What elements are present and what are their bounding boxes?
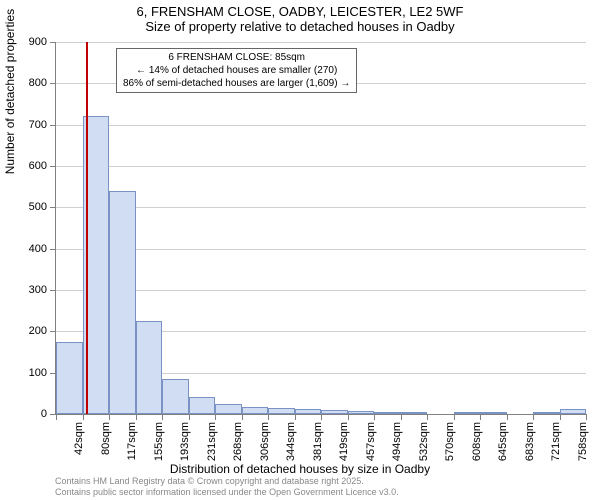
y-tick bbox=[50, 207, 56, 208]
histogram-bar bbox=[109, 191, 136, 414]
histogram-bar bbox=[401, 412, 428, 414]
histogram-bar bbox=[162, 379, 189, 414]
x-tick-label: 381sqm bbox=[312, 422, 324, 461]
x-tick-label: 532sqm bbox=[418, 422, 430, 461]
x-tick bbox=[454, 414, 455, 420]
x-tick-label: 193sqm bbox=[179, 422, 191, 461]
x-tick-label: 80sqm bbox=[100, 422, 112, 455]
y-tick bbox=[50, 125, 56, 126]
histogram-bar bbox=[268, 408, 295, 414]
x-axis-title: Distribution of detached houses by size … bbox=[0, 462, 600, 476]
footer-text: Contains HM Land Registry data © Crown c… bbox=[55, 476, 399, 498]
footer-line2: Contains public sector information licen… bbox=[55, 487, 399, 498]
gridline-h bbox=[56, 125, 586, 126]
histogram-bar bbox=[295, 409, 322, 414]
x-tick-label: 306sqm bbox=[259, 422, 271, 461]
histogram-bar bbox=[56, 342, 83, 414]
y-tick bbox=[50, 166, 56, 167]
x-tick bbox=[480, 414, 481, 420]
y-tick-label: 600 bbox=[29, 160, 47, 172]
title-line2: Size of property relative to detached ho… bbox=[0, 19, 600, 34]
y-tick bbox=[50, 83, 56, 84]
y-tick bbox=[50, 290, 56, 291]
x-tick bbox=[162, 414, 163, 420]
x-tick bbox=[586, 414, 587, 420]
x-tick-label: 683sqm bbox=[524, 422, 536, 461]
x-tick-label: 494sqm bbox=[391, 422, 403, 461]
gridline-h bbox=[56, 166, 586, 167]
y-tick-label: 800 bbox=[29, 77, 47, 89]
x-tick-label: 268sqm bbox=[232, 422, 244, 461]
gridline-h bbox=[56, 42, 586, 43]
y-axis-title: Number of detached properties bbox=[3, 9, 17, 174]
chart-plot-area: 010020030040050060070080090042sqm80sqm11… bbox=[55, 42, 586, 415]
x-tick bbox=[215, 414, 216, 420]
footer-line1: Contains HM Land Registry data © Crown c… bbox=[55, 476, 399, 487]
x-tick-label: 231sqm bbox=[206, 422, 218, 461]
x-tick-label: 419sqm bbox=[338, 422, 350, 461]
x-tick bbox=[507, 414, 508, 420]
histogram-bar bbox=[189, 397, 216, 414]
x-tick bbox=[189, 414, 190, 420]
x-tick bbox=[268, 414, 269, 420]
y-tick-label: 700 bbox=[29, 119, 47, 131]
reference-line bbox=[86, 42, 88, 414]
x-tick bbox=[109, 414, 110, 420]
y-tick-label: 300 bbox=[29, 284, 47, 296]
y-tick-label: 200 bbox=[29, 325, 47, 337]
y-tick bbox=[50, 331, 56, 332]
x-tick-label: 608sqm bbox=[471, 422, 483, 461]
y-tick-label: 900 bbox=[29, 36, 47, 48]
x-tick-label: 344sqm bbox=[285, 422, 297, 461]
x-tick-label: 645sqm bbox=[497, 422, 509, 461]
x-tick bbox=[56, 414, 57, 420]
x-tick-label: 457sqm bbox=[365, 422, 377, 461]
title-block: 6, FRENSHAM CLOSE, OADBY, LEICESTER, LE2… bbox=[0, 0, 600, 34]
x-tick bbox=[83, 414, 84, 420]
y-tick bbox=[50, 249, 56, 250]
y-tick-label: 500 bbox=[29, 201, 47, 213]
x-tick bbox=[242, 414, 243, 420]
histogram-bar bbox=[480, 412, 507, 414]
histogram-bar bbox=[348, 411, 375, 414]
gridline-h bbox=[56, 290, 586, 291]
histogram-bar bbox=[242, 407, 269, 414]
x-tick bbox=[533, 414, 534, 420]
histogram-bar bbox=[136, 321, 163, 414]
x-tick-label: 155sqm bbox=[153, 422, 165, 461]
chart-container: 6, FRENSHAM CLOSE, OADBY, LEICESTER, LE2… bbox=[0, 0, 600, 500]
x-tick-label: 758sqm bbox=[577, 422, 589, 461]
y-tick bbox=[50, 42, 56, 43]
title-line1: 6, FRENSHAM CLOSE, OADBY, LEICESTER, LE2… bbox=[0, 4, 600, 19]
histogram-bar bbox=[215, 404, 242, 414]
x-tick-label: 721sqm bbox=[550, 422, 562, 461]
x-tick bbox=[401, 414, 402, 420]
x-tick bbox=[560, 414, 561, 420]
x-tick bbox=[374, 414, 375, 420]
y-tick-label: 400 bbox=[29, 243, 47, 255]
x-tick bbox=[427, 414, 428, 420]
histogram-bar bbox=[454, 412, 481, 414]
x-tick bbox=[321, 414, 322, 420]
annotation-line3: 86% of semi-detached houses are larger (… bbox=[123, 77, 350, 90]
annotation-line1: 6 FRENSHAM CLOSE: 85sqm bbox=[123, 51, 350, 64]
histogram-bar bbox=[374, 412, 401, 414]
x-tick bbox=[295, 414, 296, 420]
histogram-bar bbox=[560, 409, 587, 414]
x-tick bbox=[348, 414, 349, 420]
x-tick bbox=[136, 414, 137, 420]
x-tick-label: 42sqm bbox=[73, 422, 85, 455]
x-tick-label: 117sqm bbox=[126, 422, 138, 460]
annotation-line2: ← 14% of detached houses are smaller (27… bbox=[123, 64, 350, 77]
histogram-bar bbox=[533, 412, 560, 414]
y-tick-label: 0 bbox=[41, 408, 47, 420]
annotation-box: 6 FRENSHAM CLOSE: 85sqm ← 14% of detache… bbox=[116, 48, 357, 93]
histogram-bar bbox=[321, 410, 348, 414]
gridline-h bbox=[56, 249, 586, 250]
y-tick-label: 100 bbox=[29, 367, 47, 379]
x-tick-label: 570sqm bbox=[444, 422, 456, 461]
gridline-h bbox=[56, 207, 586, 208]
